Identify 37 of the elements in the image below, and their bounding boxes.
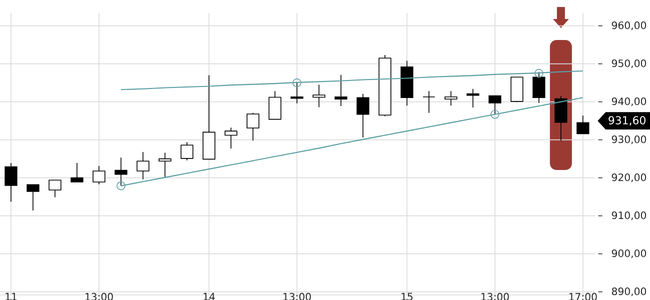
candlestick: [356, 93, 370, 138]
y-tick-label: 920,00: [612, 173, 646, 182]
line-series: [120, 97, 584, 186]
candlestick: [48, 180, 62, 198]
candlestick: [136, 152, 150, 180]
candlestick: [224, 127, 238, 149]
y-tick-label: 930,00: [612, 135, 646, 144]
candlestick: [4, 162, 18, 202]
text: 931,60: [608, 116, 646, 126]
candlestick: [334, 74, 348, 106]
candlestick: [268, 90, 282, 120]
candlestick: [180, 142, 194, 161]
candlestick: [92, 166, 106, 185]
y-tick-label: 900,00: [612, 249, 646, 258]
candlestick: [422, 90, 436, 114]
candlestick: [246, 112, 260, 141]
x-tick-label: 14: [204, 292, 215, 300]
point: [534, 68, 544, 78]
line-series: [120, 70, 584, 90]
y-tick-label: 940,00: [612, 97, 646, 106]
y-tick-label: 910,00: [612, 211, 646, 220]
candlestick: [70, 162, 84, 182]
point: [116, 181, 126, 190]
candlestick: [158, 152, 172, 178]
point: [292, 78, 302, 88]
candlestick: [312, 84, 326, 108]
candlestick: [466, 88, 480, 108]
candlestick: [444, 90, 458, 106]
y-tick-label: 890,00: [612, 287, 646, 296]
x-tick-label: 15: [402, 292, 412, 300]
candlestick: [576, 115, 590, 134]
y-tick-label: 950,00: [612, 59, 646, 68]
x-tick-label: 11: [6, 292, 17, 300]
candlestick: [554, 96, 568, 141]
point: [490, 110, 500, 119]
y-tick-label: 960,00: [612, 21, 646, 30]
candlestick: [26, 184, 40, 211]
